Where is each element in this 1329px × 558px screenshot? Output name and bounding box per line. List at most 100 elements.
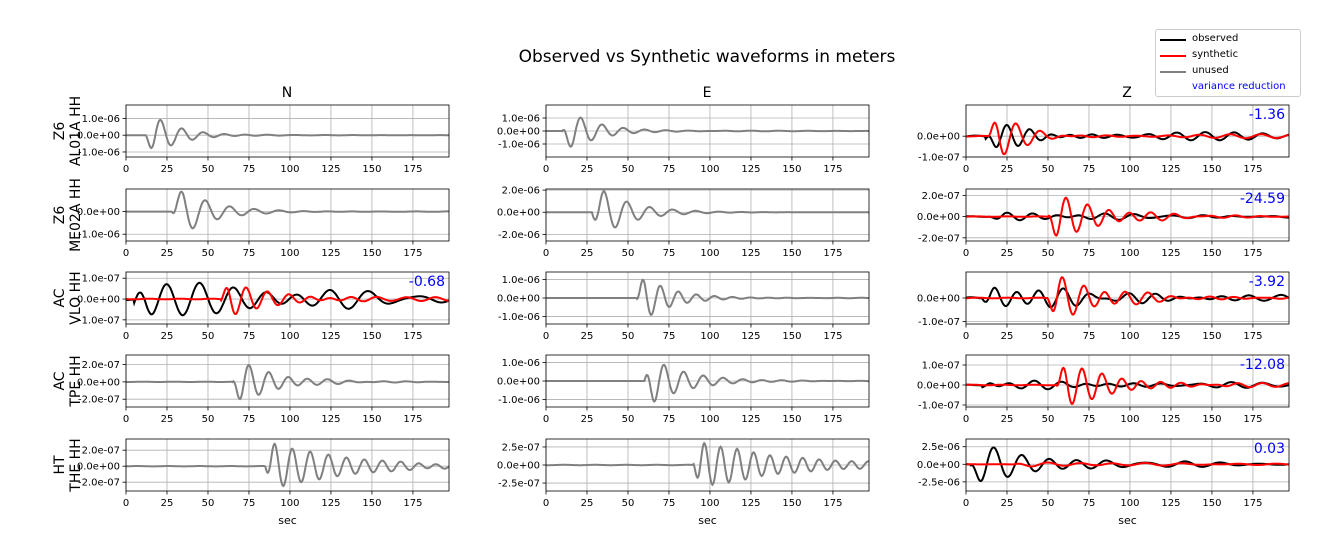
panel-z: 0 25 50 75 100 125 150 175 0.0e+00 -1.0e-07 -1.36 xyxy=(917,104,1290,175)
y-tick-label: -1.0e-06 xyxy=(498,312,540,323)
x-tick-label: 175 xyxy=(1243,498,1262,509)
panel-n: 0 25 50 75 100 125 150 175 2.0e-07 0.0e+00 -2.0e-0… xyxy=(77,354,450,425)
legend-entry-unused: unused xyxy=(1156,64,1300,78)
x-tick-label: 25 xyxy=(1001,164,1014,175)
x-tick-label: 100 xyxy=(280,164,299,175)
y-tick-label: -2.5e-06 xyxy=(918,477,960,488)
panel-frame xyxy=(965,188,1290,242)
x-tick-label: 0 xyxy=(963,498,969,509)
station-label-line: AC xyxy=(52,371,68,390)
x-tick-label: 150 xyxy=(782,164,801,175)
unused-trace xyxy=(546,278,869,316)
x-tick-label: 75 xyxy=(663,248,676,259)
variance-reduction-label: -12.08 xyxy=(1240,357,1285,373)
legend-label-synthetic: synthetic xyxy=(1192,49,1239,60)
x-tick-label: 175 xyxy=(403,414,422,425)
synthetic-trace xyxy=(966,461,1289,468)
variance-reduction-label: -24.59 xyxy=(1240,191,1285,207)
station-label-line: VLO HH xyxy=(68,271,84,324)
x-tick-label: 150 xyxy=(1202,498,1221,509)
variance-reduction-label: 0.03 xyxy=(1254,441,1285,457)
station-label: ACVLO HH xyxy=(52,271,84,324)
x-tick-label: 125 xyxy=(1161,331,1180,342)
y-tick-label: 0.0e+00 xyxy=(497,127,540,138)
panel-frame xyxy=(965,104,1290,158)
y-tick-label: -2.5e-07 xyxy=(498,479,540,490)
observed-trace xyxy=(126,281,449,317)
x-tick-label: 125 xyxy=(321,331,340,342)
x-tick-label: 50 xyxy=(202,164,215,175)
y-tick-label: 0.0e+00 xyxy=(917,294,960,305)
x-tick-label: 25 xyxy=(581,248,594,259)
y-tick-label: 1.0e-07 xyxy=(82,274,120,285)
x-tick-label: 0 xyxy=(123,331,129,342)
y-tick-label: -1.0e-06 xyxy=(498,140,540,151)
x-tick-label: 0 xyxy=(543,331,549,342)
x-tick-label: 175 xyxy=(403,331,422,342)
x-tick-label: 175 xyxy=(403,164,422,175)
synthetic-trace xyxy=(966,276,1289,316)
x-tick-label: 100 xyxy=(1120,498,1139,509)
x-tick-label: 0 xyxy=(543,414,549,425)
x-tick-label: 175 xyxy=(823,164,842,175)
x-tick-label: 150 xyxy=(782,498,801,509)
panel-frame xyxy=(545,104,870,158)
x-tick-label: 75 xyxy=(663,331,676,342)
x-tick-label: 125 xyxy=(741,331,760,342)
panel-n: 0 25 50 75 100 125 150 175 1.0e-07 0.0e+00 -1.0e-0… xyxy=(77,271,450,342)
y-tick-label: 0.0e+00 xyxy=(497,377,540,388)
x-tick-label: 25 xyxy=(161,331,174,342)
legend: observed synthetic unused variance reduc… xyxy=(1155,29,1301,97)
panel-frame xyxy=(125,271,450,325)
station-label: Z6ME02A HH xyxy=(52,178,84,252)
x-axis-label: sec xyxy=(1118,514,1137,527)
panel-z: 0 25 50 75 100 125 150 175 1.0e-07 0.0e+00 -1.0e-0… xyxy=(917,354,1290,425)
x-tick-label: 125 xyxy=(1161,248,1180,259)
x-tick-label: 100 xyxy=(280,498,299,509)
x-tick-label: 0 xyxy=(543,164,549,175)
panel-frame xyxy=(125,104,450,158)
x-tick-label: 50 xyxy=(202,248,215,259)
y-tick-label: 0.0e+00 xyxy=(77,295,120,306)
unused-trace xyxy=(126,118,449,150)
unused-trace xyxy=(546,116,869,148)
panel-frame xyxy=(545,188,870,242)
panel-frame xyxy=(965,438,1290,492)
x-tick-label: 75 xyxy=(1083,164,1096,175)
x-tick-label: 150 xyxy=(1202,331,1221,342)
panel-z: 0 25 50 75 100 125 150 175 2.0e-07 0.0e+00 -2.0e-0… xyxy=(917,188,1290,259)
panel-n: 0 25 50 75 100 125 150 175 2.0e-07 0.0e+00 -2.0e-0… xyxy=(77,438,450,527)
unused-trace xyxy=(126,190,449,230)
y-tick-label: -1.0e-07 xyxy=(78,315,120,326)
x-tick-label: 0 xyxy=(123,414,129,425)
x-tick-label: 100 xyxy=(1120,248,1139,259)
synthetic-trace xyxy=(966,366,1289,405)
station-label-line: HT xyxy=(52,455,68,475)
y-tick-label: 1.0e-06 xyxy=(502,275,540,286)
variance-reduction-label: -0.68 xyxy=(409,274,445,290)
x-tick-label: 175 xyxy=(823,331,842,342)
panel-frame xyxy=(125,188,450,242)
panel-frame xyxy=(545,438,870,492)
x-tick-label: 50 xyxy=(202,498,215,509)
x-tick-label: 100 xyxy=(700,248,719,259)
station-label-line: Z6 xyxy=(52,206,68,225)
x-tick-label: 175 xyxy=(403,248,422,259)
x-tick-label: 150 xyxy=(782,248,801,259)
x-tick-label: 25 xyxy=(581,498,594,509)
x-tick-label: 50 xyxy=(1042,414,1055,425)
x-tick-label: 0 xyxy=(543,248,549,259)
x-tick-label: 50 xyxy=(1042,498,1055,509)
x-axis-label: sec xyxy=(278,514,297,527)
x-tick-label: 75 xyxy=(243,164,256,175)
y-tick-label: 0.0e+00 xyxy=(77,131,120,142)
x-tick-label: 125 xyxy=(321,248,340,259)
panel-n: 0 25 50 75 100 125 150 175 1.0e-06 0.0e+00 -1.0e-0… xyxy=(77,104,450,175)
y-tick-label: 0.0e+00 xyxy=(917,132,960,143)
unused-trace xyxy=(546,363,869,403)
x-tick-label: 25 xyxy=(581,164,594,175)
legend-label-observed: observed xyxy=(1192,33,1239,44)
panel-frame xyxy=(125,438,450,492)
panel-z: 0 25 50 75 100 125 150 175 2.5e-06 0.0e+00 -2.5e-0… xyxy=(917,438,1290,527)
